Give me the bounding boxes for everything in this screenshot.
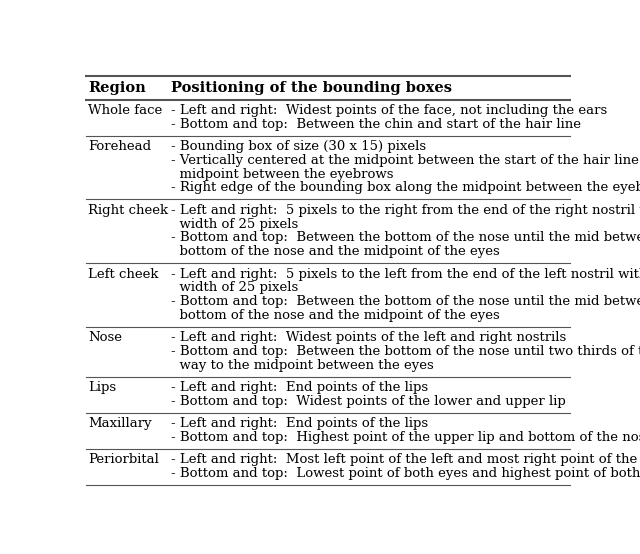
- Text: - Bottom and top:  Lowest point of both eyes and highest point of both eyes: - Bottom and top: Lowest point of both e…: [171, 468, 640, 480]
- Text: - Left and right:  End points of the lips: - Left and right: End points of the lips: [171, 417, 428, 430]
- Text: Lips: Lips: [88, 381, 116, 394]
- Text: - Left and right:  5 pixels to the left from the end of the left nostril with a: - Left and right: 5 pixels to the left f…: [171, 268, 640, 280]
- Text: - Bottom and top:  Between the bottom of the nose until two thirds of the: - Bottom and top: Between the bottom of …: [171, 345, 640, 358]
- Text: - Bottom and top:  Between the bottom of the nose until the mid between the: - Bottom and top: Between the bottom of …: [171, 232, 640, 244]
- Text: - Vertically centered at the midpoint between the start of the hair line and the: - Vertically centered at the midpoint be…: [171, 154, 640, 167]
- Text: way to the midpoint between the eyes: way to the midpoint between the eyes: [171, 359, 433, 372]
- Text: Forehead: Forehead: [88, 140, 152, 153]
- Text: Positioning of the bounding boxes: Positioning of the bounding boxes: [171, 81, 452, 95]
- Text: - Left and right:  Widest points of the face, not including the ears: - Left and right: Widest points of the f…: [171, 104, 607, 117]
- Text: - Bottom and top:  Highest point of the upper lip and bottom of the nose: - Bottom and top: Highest point of the u…: [171, 431, 640, 444]
- Text: - Bottom and top:  Widest points of the lower and upper lip: - Bottom and top: Widest points of the l…: [171, 395, 566, 408]
- Text: - Left and right:  End points of the lips: - Left and right: End points of the lips: [171, 381, 428, 394]
- Text: Right cheek: Right cheek: [88, 204, 168, 217]
- Text: - Right edge of the bounding box along the midpoint between the eyebrows: - Right edge of the bounding box along t…: [171, 182, 640, 194]
- Text: - Bounding box of size (30 x 15) pixels: - Bounding box of size (30 x 15) pixels: [171, 140, 426, 153]
- Text: midpoint between the eyebrows: midpoint between the eyebrows: [171, 168, 393, 181]
- Text: - Bottom and top:  Between the bottom of the nose until the mid between the: - Bottom and top: Between the bottom of …: [171, 295, 640, 308]
- Text: - Left and right:  5 pixels to the right from the end of the right nostril with : - Left and right: 5 pixels to the right …: [171, 204, 640, 217]
- Text: width of 25 pixels: width of 25 pixels: [171, 281, 298, 294]
- Text: Nose: Nose: [88, 331, 122, 344]
- Text: Maxillary: Maxillary: [88, 417, 152, 430]
- Text: - Left and right:  Most left point of the left and most right point of the right: - Left and right: Most left point of the…: [171, 454, 640, 466]
- Text: - Left and right:  Widest points of the left and right nostrils: - Left and right: Widest points of the l…: [171, 331, 566, 344]
- Text: bottom of the nose and the midpoint of the eyes: bottom of the nose and the midpoint of t…: [171, 309, 499, 322]
- Text: Region: Region: [88, 81, 146, 95]
- Text: bottom of the nose and the midpoint of the eyes: bottom of the nose and the midpoint of t…: [171, 245, 499, 258]
- Text: width of 25 pixels: width of 25 pixels: [171, 218, 298, 230]
- Text: Left cheek: Left cheek: [88, 268, 159, 280]
- Text: - Bottom and top:  Between the chin and start of the hair line: - Bottom and top: Between the chin and s…: [171, 117, 580, 131]
- Text: Whole face: Whole face: [88, 104, 163, 117]
- Text: Periorbital: Periorbital: [88, 454, 159, 466]
